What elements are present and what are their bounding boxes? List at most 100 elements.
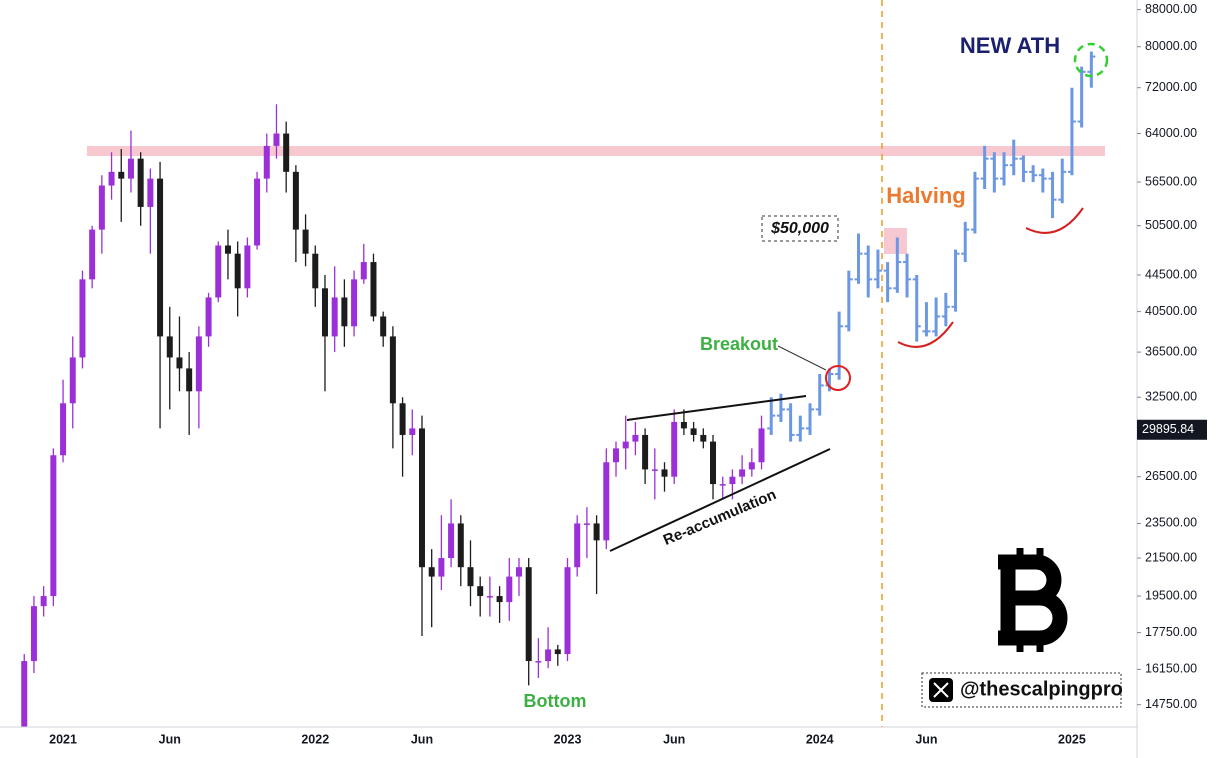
candle-body: [467, 567, 474, 587]
halving-box: [884, 228, 907, 254]
watermark: @thescalpingpro: [960, 678, 1123, 700]
support-arc: [1025, 207, 1084, 234]
candle-body: [40, 596, 47, 607]
y-tick-label: 23500.00: [1145, 516, 1197, 530]
candle-body: [583, 523, 590, 525]
y-tick-label: 14750.00: [1145, 697, 1197, 711]
candle-body: [60, 403, 67, 456]
y-tick-label: 19500.00: [1145, 588, 1197, 602]
candle-body: [613, 448, 620, 463]
candle-body: [244, 245, 251, 289]
candle-body: [710, 441, 717, 485]
candle-body: [118, 171, 125, 179]
breakout-circle: [825, 365, 851, 391]
candle-body: [399, 403, 406, 435]
candle-body: [457, 523, 464, 568]
y-tick-label: 88000.00: [1145, 2, 1197, 16]
candle-body: [321, 288, 328, 337]
x-tick-label: Jun: [663, 732, 685, 746]
candle-body: [89, 229, 96, 280]
y-tick-label: 21500.00: [1145, 550, 1197, 564]
candle-body: [719, 484, 726, 486]
candle-body: [127, 158, 134, 179]
candle-body: [739, 469, 746, 477]
candle-body: [632, 434, 639, 442]
candle-body: [622, 441, 629, 449]
y-tick-label: 36500.00: [1145, 344, 1197, 358]
candle-body: [98, 185, 105, 230]
candle-body: [758, 428, 765, 463]
y-tick-label: 72000.00: [1145, 80, 1197, 94]
candle-body: [108, 171, 115, 186]
candle-body: [137, 158, 144, 207]
candle-body: [176, 357, 183, 369]
candle-body: [224, 245, 231, 254]
x-tick-label: 2023: [554, 732, 582, 746]
x-tick-label: Jun: [159, 732, 181, 746]
candle-body: [50, 455, 57, 597]
candle-body: [215, 245, 222, 298]
candle-body: [283, 133, 290, 172]
candle-body: [477, 586, 484, 597]
candle-body: [680, 421, 687, 429]
y-tick-label: 17750.00: [1145, 625, 1197, 639]
candle-body: [428, 567, 435, 577]
candle-body: [186, 368, 193, 392]
y-tick-label: 64000.00: [1145, 126, 1197, 140]
last-price-label: 29895.84: [1142, 422, 1194, 436]
candle-body: [690, 428, 697, 435]
y-tick-label: 50500.00: [1145, 218, 1197, 232]
candle-body: [312, 253, 319, 289]
candle-body: [21, 661, 28, 727]
last-price-box: [1137, 419, 1207, 440]
candle-body: [448, 523, 455, 559]
breakout-pointer: [777, 345, 827, 371]
x-tick-label: 2025: [1058, 732, 1086, 746]
candle-body: [496, 596, 503, 603]
candle-body: [360, 262, 367, 280]
candle-body: [351, 279, 358, 327]
y-tick-label: 80000.00: [1145, 39, 1197, 53]
level-box: [761, 215, 839, 242]
x-tick-label: 2021: [49, 732, 77, 746]
candle-body: [157, 178, 164, 337]
annotation: $50,000: [770, 220, 829, 237]
watermark-box: [921, 672, 1122, 708]
candle-body: [661, 469, 668, 477]
ath-circle: [1073, 42, 1109, 78]
bitcoin-logo: [998, 548, 1068, 652]
candle-body: [574, 523, 581, 568]
y-tick-label: 16150.00: [1145, 662, 1197, 676]
x-tick-label: Jun: [411, 732, 433, 746]
candle-body: [651, 469, 658, 471]
candle-body: [341, 297, 348, 327]
y-tick-label: 56500.00: [1145, 174, 1197, 188]
candle-body: [69, 357, 76, 404]
x-tick-label: Jun: [915, 732, 937, 746]
candle-body: [554, 649, 561, 655]
candle-body: [418, 428, 425, 568]
candle-body: [166, 336, 173, 358]
candle-body: [79, 279, 86, 358]
candle-body: [205, 297, 212, 337]
candle-body: [147, 178, 154, 207]
candle-body: [380, 316, 387, 337]
support-arc: [897, 321, 954, 348]
candle-body: [292, 171, 299, 230]
candle-body: [370, 262, 377, 317]
candle-body: [331, 297, 338, 337]
candle-body: [535, 661, 542, 663]
plot-area: [21, 51, 1096, 727]
candle-body: [263, 145, 270, 179]
y-tick-label: 26500.00: [1145, 469, 1197, 483]
upper-trendline: [626, 395, 807, 421]
candle-body: [515, 567, 522, 577]
candle-body: [438, 558, 445, 577]
candle-body: [302, 229, 309, 254]
candle-body: [254, 178, 261, 246]
candle-body: [195, 336, 202, 392]
candle-body: [389, 336, 396, 404]
x-tick-label: 2022: [301, 732, 329, 746]
y-tick-label: 32500.00: [1145, 390, 1197, 404]
